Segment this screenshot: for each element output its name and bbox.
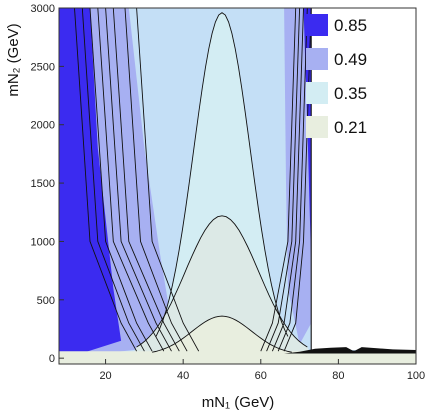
legend-label: 0.35 [334, 84, 367, 103]
contour-left-2 [89, 8, 153, 352]
legend-swatch [306, 116, 328, 138]
contour-peak-high [155, 12, 289, 337]
y-tick-label: 2000 [31, 120, 55, 132]
legend-swatch [306, 48, 328, 70]
x-tick-label: 100 [407, 370, 425, 382]
y-tick-label: 1000 [31, 236, 55, 248]
y-axis-label: mN₂ (GeV) [5, 23, 22, 96]
contour-regions [59, 8, 416, 364]
y-axis-ticks: 0 500 1000 1500 2000 2500 3000 [31, 3, 64, 365]
legend-label: 0.49 [334, 50, 367, 69]
contour-left-6 [124, 8, 188, 352]
legend-label: 0.21 [334, 118, 367, 137]
legend-swatch [306, 14, 328, 36]
contour-lines [74, 8, 416, 354]
legend-label: 0.85 [334, 16, 367, 35]
x-axis-ticks: 20 40 60 80 100 [99, 359, 425, 382]
x-tick-label: 40 [177, 370, 189, 382]
contour-left-1 [81, 8, 145, 352]
contour-left-3 [97, 8, 165, 352]
legend-swatch [306, 82, 328, 104]
region-bottom-band [59, 351, 416, 364]
contour-right-3 [277, 8, 308, 352]
contour-right-1 [266, 8, 301, 352]
contour-left-7 [136, 8, 200, 352]
plot-frame [58, 7, 417, 365]
x-tick-label: 60 [255, 370, 267, 382]
region-level-1 [128, 215, 316, 364]
legend: 0.85 0.49 0.35 0.21 [306, 14, 367, 138]
y-tick-label: 3000 [31, 3, 55, 15]
contour-bottom-feature [284, 347, 416, 354]
x-tick-label: 20 [99, 370, 111, 382]
y-tick-label: 0 [49, 353, 55, 365]
y-tick-label: 1500 [31, 178, 55, 190]
y-tick-label: 500 [37, 295, 55, 307]
x-axis-label: mN₁ (GeV) [202, 394, 275, 411]
contour-left-5 [112, 8, 180, 352]
contour-left-0 [74, 8, 137, 352]
contour-left-4 [105, 8, 172, 352]
region-level-5-left [59, 8, 122, 361]
contour-right-2 [271, 8, 304, 352]
y-tick-label: 2500 [31, 61, 55, 73]
contour-right-0 [260, 8, 297, 352]
contour-peak-mid [136, 215, 308, 348]
x-tick-label: 80 [332, 370, 344, 382]
